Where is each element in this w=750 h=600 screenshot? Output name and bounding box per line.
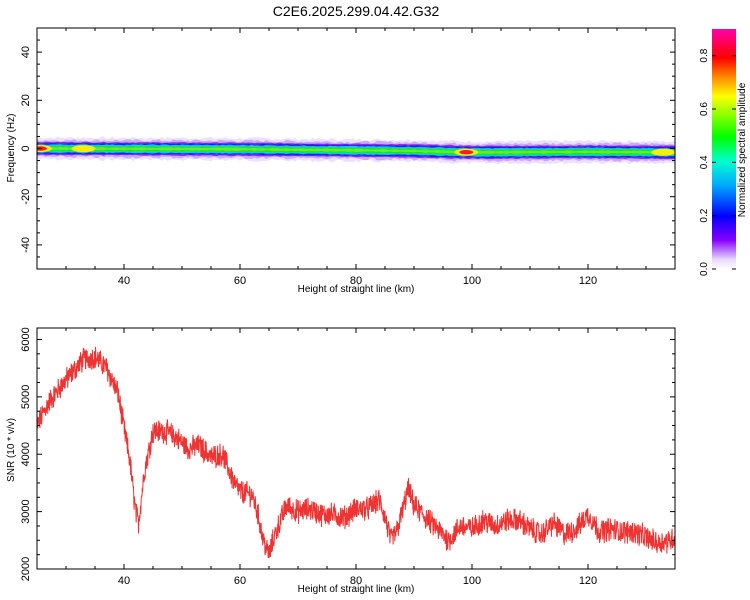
spectrogram-x-label: Height of straight line (km) [298,284,415,295]
colorbar-tick-label: 0.6 [699,102,710,116]
snr-x-label: Height of straight line (km) [298,584,415,595]
spectrogram-y-tick-label: -20 [20,189,32,205]
spectrogram-panel: 40 60 80 100 120 40 20 0 -20 -40 Height of strai… [6,27,676,295]
colorbar-tick-label: 0.4 [699,155,710,169]
spectrogram-x-tick-label: 60 [234,275,246,287]
spectrogram-y-tick-label: 0 [20,145,32,151]
snr-x-ticks: 40 60 80 100 120 [36,328,676,587]
snr-y-tick-label: 5000 [20,385,32,409]
snr-y-tick-label: 4000 [20,442,32,466]
snr-y-tick-label: 2000 [20,557,32,581]
spectrogram-x-ticks: 40 60 80 100 120 [36,28,676,287]
spectrogram-peak [656,150,671,155]
spectrogram-y-ticks: 40 20 0 -20 -40 [20,27,675,270]
figure-title: C2E6.2025.299.04.42.G32 [273,3,440,19]
spectrogram-peak [459,149,474,155]
colorbar-tick-label: 0.0 [699,262,710,276]
snr-x-tick-label: 40 [118,575,130,587]
colorbar-label: Normalized spectral amplitude [737,82,748,217]
snr-x-tick-label: 60 [234,575,246,587]
snr-y-tick-label: 6000 [20,327,32,351]
snr-y-ticks: 2000 3000 4000 5000 6000 [20,327,675,581]
colorbar: 0.0 0.2 0.4 0.6 0.8 Normalized spectral ampl… [699,29,748,276]
snr-x-tick-label: 100 [463,575,481,587]
snr-x-tick-label: 120 [579,575,597,587]
colorbar-ticks: 0.0 0.2 0.4 0.6 0.8 [699,48,736,276]
spectrogram-y-tick-label: 20 [20,94,32,106]
snr-y-label: SNR (10 * v/v) [6,418,17,482]
spectrogram-y-tick-label: -40 [20,237,32,253]
spectrogram-y-label: Frequency (Hz) [6,114,17,183]
snr-y-tick-label: 3000 [20,499,32,523]
spectrogram-x-tick-label: 40 [118,275,130,287]
colorbar-tick-label: 0.8 [699,48,710,62]
spectrogram-x-tick-label: 100 [463,275,481,287]
snr-plot-area [37,328,675,569]
spectrogram-peak [76,146,91,151]
colorbar-tick-label: 0.2 [699,208,710,222]
spectrogram-x-tick-label: 120 [579,275,597,287]
spectrogram-y-tick-label: 40 [20,46,32,58]
snr-x-tick-label: 80 [350,575,362,587]
colorbar-gradient [712,29,736,269]
spectrogram-x-tick-label: 80 [350,275,362,287]
snr-panel: 40 60 80 100 120 2000 3000 4000 5000 6000 Height… [6,327,676,595]
snr-series-line [37,346,675,559]
spectrogram-band [37,146,675,155]
spectrogram-heatmap [37,136,675,165]
